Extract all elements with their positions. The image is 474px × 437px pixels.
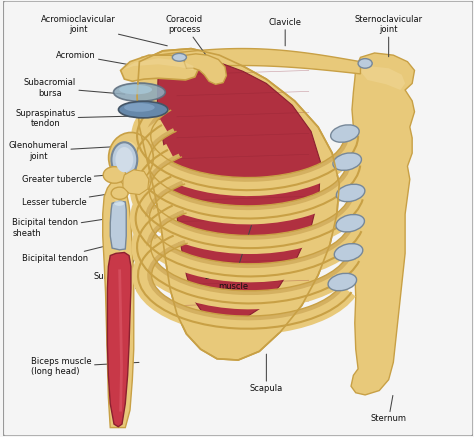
Ellipse shape: [328, 273, 356, 291]
Text: Clavicle: Clavicle: [269, 18, 301, 46]
Ellipse shape: [334, 243, 363, 261]
Polygon shape: [351, 53, 415, 395]
Text: Greater tubercle: Greater tubercle: [22, 175, 106, 184]
Polygon shape: [110, 201, 126, 250]
Ellipse shape: [114, 201, 124, 206]
Ellipse shape: [119, 85, 152, 94]
Polygon shape: [142, 49, 360, 74]
Polygon shape: [359, 66, 405, 90]
Text: Subscapularis
tendon: Subscapularis tendon: [94, 234, 152, 291]
Ellipse shape: [109, 132, 153, 183]
Text: Glenohumeral
joint: Glenohumeral joint: [9, 141, 113, 161]
Polygon shape: [123, 170, 149, 194]
Ellipse shape: [331, 125, 359, 142]
Ellipse shape: [118, 101, 168, 118]
Ellipse shape: [336, 215, 365, 232]
Text: Coracoid
process: Coracoid process: [165, 15, 206, 55]
Ellipse shape: [111, 187, 128, 199]
Ellipse shape: [333, 153, 362, 170]
Ellipse shape: [173, 53, 186, 61]
Polygon shape: [108, 253, 131, 427]
Text: Acromion: Acromion: [56, 51, 146, 68]
Ellipse shape: [115, 147, 133, 172]
Text: Bicipital tendon: Bicipital tendon: [22, 245, 109, 263]
FancyBboxPatch shape: [3, 1, 474, 436]
Text: Scapula: Scapula: [250, 354, 283, 393]
Text: Bicipital tendon
sheath: Bicipital tendon sheath: [12, 218, 106, 238]
Ellipse shape: [124, 103, 155, 112]
Text: Supraspinatus
tendon: Supraspinatus tendon: [15, 109, 129, 128]
Ellipse shape: [103, 166, 126, 183]
Polygon shape: [123, 58, 193, 70]
Polygon shape: [103, 179, 134, 427]
Text: Biceps muscle
(long head): Biceps muscle (long head): [31, 357, 139, 376]
Polygon shape: [120, 55, 198, 81]
Text: Lesser tubercle: Lesser tubercle: [22, 194, 111, 207]
Polygon shape: [137, 49, 339, 360]
Ellipse shape: [337, 184, 365, 201]
Text: Sternoclavicular
joint: Sternoclavicular joint: [355, 15, 423, 57]
Ellipse shape: [118, 141, 137, 161]
Text: Subacromial
bursa: Subacromial bursa: [24, 78, 125, 97]
Text: Acromioclavicular
joint: Acromioclavicular joint: [41, 15, 167, 46]
Text: Sternum: Sternum: [371, 395, 407, 423]
Text: Subscapularis
muscle: Subscapularis muscle: [204, 225, 263, 291]
Polygon shape: [184, 54, 227, 84]
Polygon shape: [157, 59, 320, 324]
Ellipse shape: [358, 59, 372, 68]
Ellipse shape: [111, 142, 137, 177]
Ellipse shape: [114, 83, 165, 101]
